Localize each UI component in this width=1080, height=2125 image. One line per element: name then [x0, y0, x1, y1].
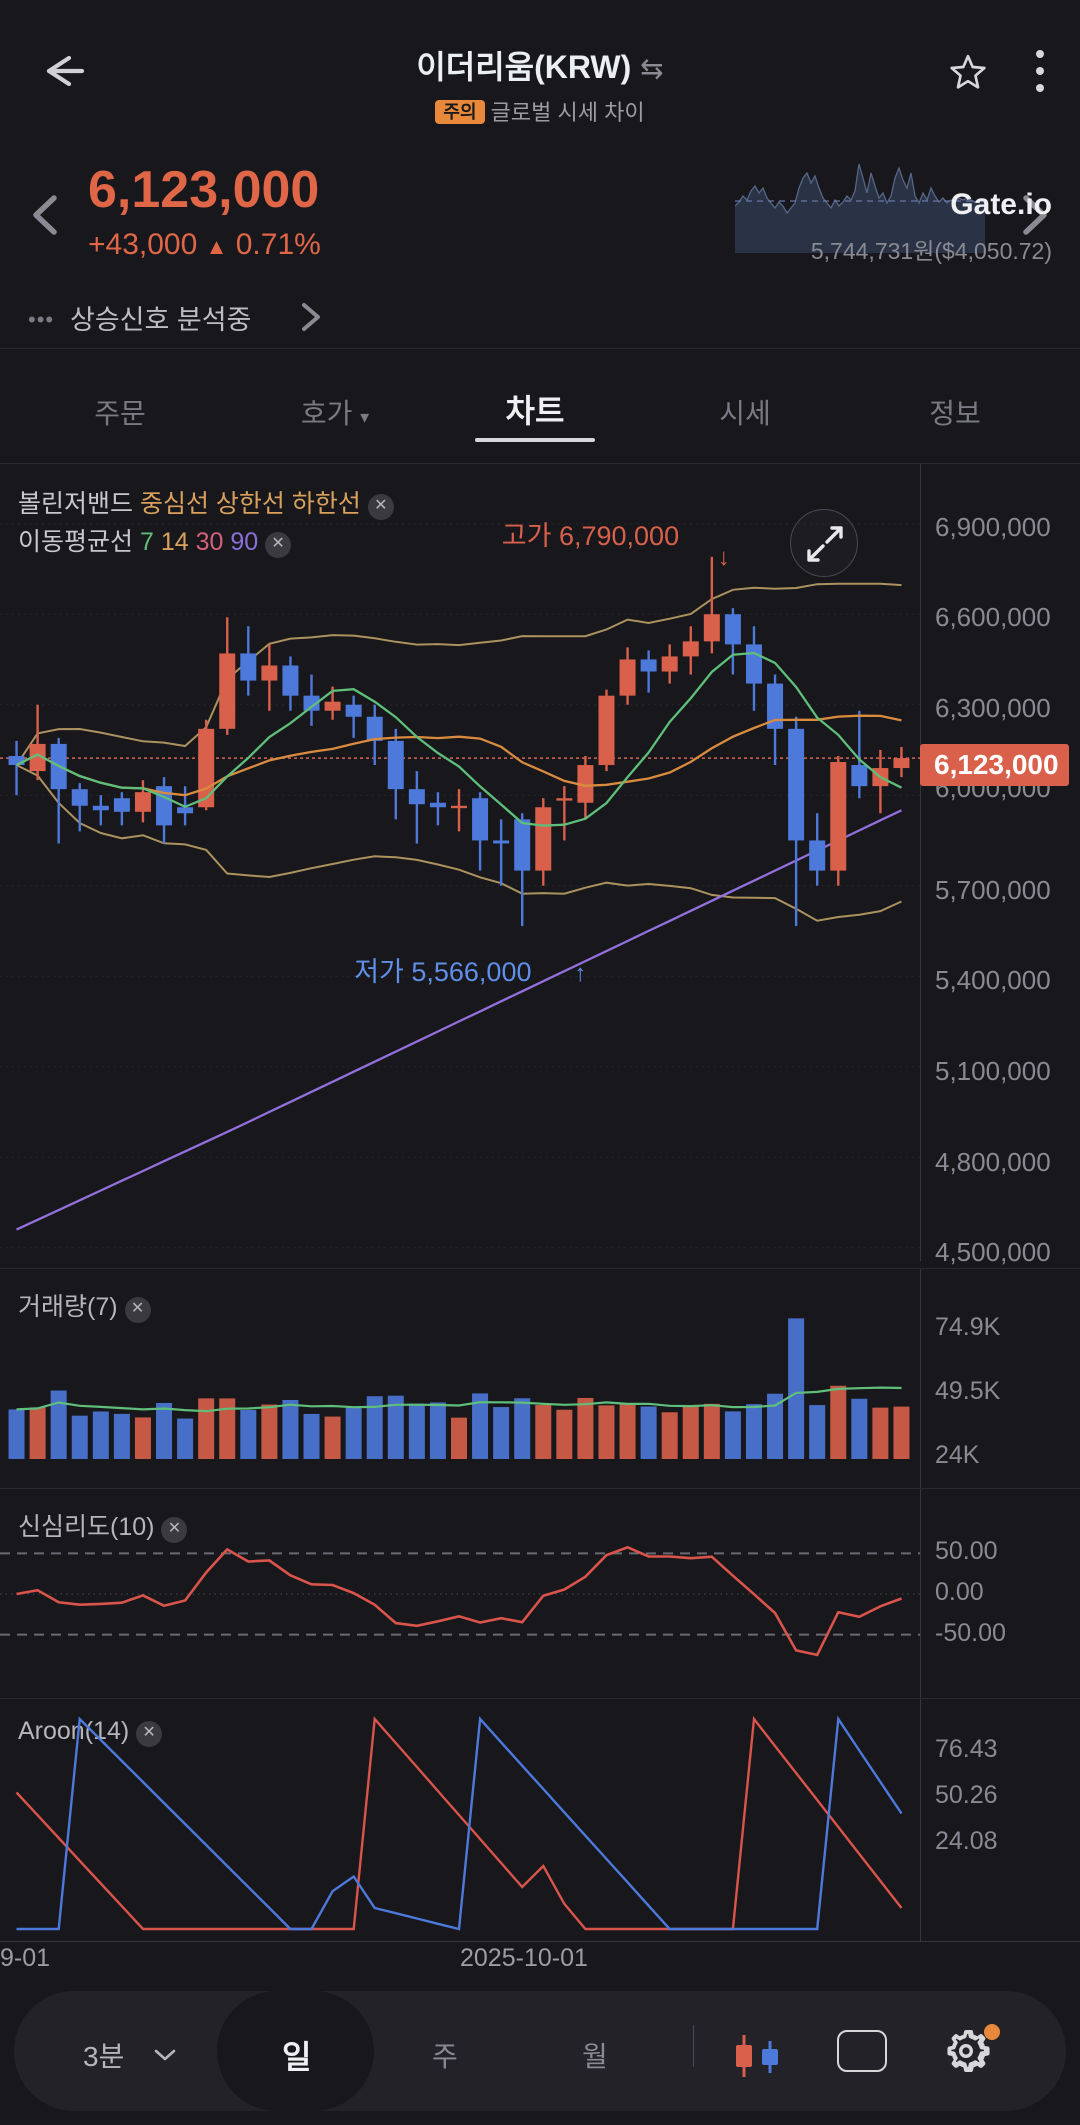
svg-text:저가 5,566,000: 저가 5,566,000 [354, 957, 531, 987]
svg-text:↓: ↓ [718, 544, 730, 571]
svg-text:고가 6,790,000: 고가 6,790,000 [502, 521, 679, 551]
svg-text:↑: ↑ [574, 960, 586, 987]
